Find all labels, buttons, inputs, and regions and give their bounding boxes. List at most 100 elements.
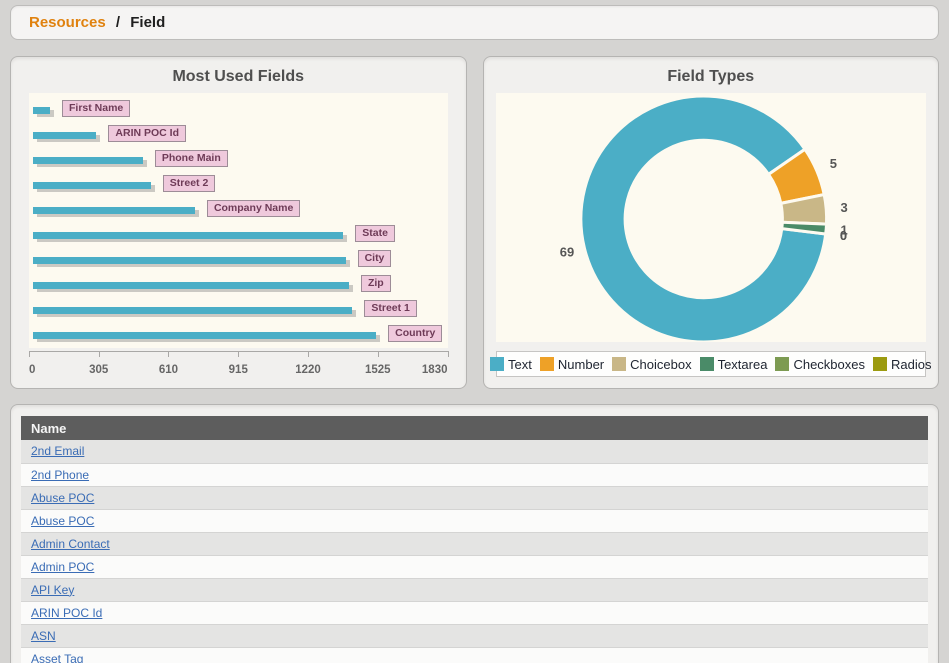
bar-label-zip: Zip	[360, 275, 391, 292]
table-cell-name: Abuse POC	[21, 486, 928, 510]
x-axis-tick	[307, 351, 309, 357]
bar-row: Street 2	[33, 173, 448, 198]
bar-row: Street 1	[33, 298, 448, 323]
table-cell-name: ASN	[21, 624, 928, 648]
bar-label-arin-poc-id: ARIN POC Id	[108, 125, 186, 142]
field-link-asset-tag[interactable]: Asset Tag	[31, 651, 84, 663]
table-cell-name: API Key	[21, 578, 928, 602]
x-axis-tick	[98, 351, 100, 357]
bar-phone-main	[33, 157, 143, 164]
field-link-admin-poc[interactable]: Admin POC	[31, 559, 95, 574]
x-axis-tick-label: 1525	[364, 364, 391, 376]
donut-slice-text	[578, 94, 827, 342]
table-row: Admin Contact	[21, 532, 928, 556]
bar-row: Country	[33, 323, 448, 348]
table-row: Admin POC	[21, 555, 928, 579]
x-axis-tick-label: 0	[29, 364, 36, 376]
bar-label-state: State	[355, 225, 395, 242]
legend-label: Radios	[891, 356, 932, 372]
bar-row: ARIN POC Id	[33, 123, 448, 148]
legend-swatch-icon	[699, 357, 714, 371]
legend-item-number: Number	[539, 356, 605, 372]
field-link-api-key[interactable]: API Key	[31, 582, 75, 597]
donut-value-label-choicebox: 3	[840, 200, 847, 215]
table-row: 2nd Phone	[21, 463, 928, 487]
bar-street-1	[33, 307, 353, 314]
x-axis-tick	[168, 351, 170, 357]
table-row: Abuse POC	[21, 509, 928, 533]
field-link-abuse-poc[interactable]: Abuse POC	[31, 513, 95, 528]
table-row: Asset Tag	[21, 647, 928, 663]
bar-company-name	[33, 207, 195, 214]
bar-row: Phone Main	[33, 148, 448, 173]
bar-zip	[33, 282, 349, 289]
breadcrumb-link-resources[interactable]: Resources	[29, 14, 106, 31]
bar-row: City	[33, 248, 448, 273]
legend-swatch-icon	[612, 357, 627, 371]
legend-swatch-icon	[490, 357, 505, 371]
x-axis-tick-label: 1830	[421, 364, 448, 376]
donut-slice-textarea	[779, 220, 828, 236]
x-axis-tick	[238, 351, 240, 357]
legend-item-radios: Radios	[873, 357, 931, 372]
x-axis-tick	[377, 351, 379, 357]
x-axis-tick-label: 1220	[295, 364, 321, 376]
field-link-2nd-email[interactable]: 2nd Email	[31, 444, 85, 459]
legend-item-choicebox: Choicebox	[612, 356, 692, 372]
donut-value-label-textarea: 1	[840, 223, 847, 238]
bar-label-company-name: Company Name	[206, 200, 301, 217]
bar-arin-poc-id	[33, 132, 97, 139]
table-header-row: Name	[21, 416, 928, 440]
x-axis-tick	[447, 351, 449, 357]
table-cell-name: Asset Tag	[21, 647, 928, 663]
table-cell-name: Admin Contact	[21, 532, 928, 556]
bar-first-name	[33, 107, 50, 114]
field-link-2nd-phone[interactable]: 2nd Phone	[31, 467, 90, 482]
legend-label: Checkboxes	[793, 356, 865, 372]
bar-label-phone-main: Phone Main	[154, 150, 228, 167]
bar-country	[33, 332, 377, 339]
legend-item-textarea: Textarea	[699, 356, 768, 372]
table-row: API Key	[21, 578, 928, 602]
table-cell-name: Admin POC	[21, 555, 928, 579]
bar-row: Zip	[33, 273, 448, 298]
field-link-abuse-poc[interactable]: Abuse POC	[31, 490, 95, 505]
table-row: 2nd Email	[21, 440, 928, 464]
breadcrumb-separator: /	[115, 14, 121, 31]
breadcrumb: Resources / Field	[10, 5, 939, 40]
field-link-asn[interactable]: ASN	[31, 628, 56, 643]
bar-chart-plot: First Name ARIN POC Id Phone Main Street 2 C…	[29, 93, 448, 348]
donut-chart-title: Field Types	[667, 68, 755, 85]
legend-label: Choicebox	[630, 356, 692, 372]
charts-row: Most Used Fields First Name ARIN POC Id Ph…	[10, 56, 939, 389]
table-row: ARIN POC Id	[21, 601, 928, 625]
donut-chart-plot: 69 5 3 1 0 0	[495, 93, 926, 342]
most-used-fields-panel: Most Used Fields First Name ARIN POC Id Ph…	[10, 56, 467, 389]
bar-state	[33, 232, 344, 239]
bar-row: Company Name	[33, 198, 448, 223]
bar-street-2	[33, 182, 151, 189]
legend-item-text: Text	[490, 357, 532, 372]
fields-table-panel: Name 2nd Email 2nd Phone Abuse POC Abuse PO…	[10, 404, 939, 663]
field-types-panel: Field Types 69 5 3 1 0 0 Text Number Choicebox T…	[482, 56, 939, 389]
field-link-arin-poc-id[interactable]: ARIN POC Id	[31, 605, 103, 620]
table-cell-name: 2nd Phone	[21, 463, 928, 487]
donut-value-label-number: 5	[829, 156, 836, 171]
table-row: ASN	[21, 624, 928, 648]
breadcrumb-current-page: Field	[130, 14, 166, 31]
table-cell-name: 2nd Email	[21, 440, 928, 464]
donut-value-label-radios: 0	[839, 228, 846, 243]
bar-label-country: Country	[388, 325, 443, 342]
bar-chart-title: Most Used Fields	[172, 68, 305, 85]
legend-swatch-icon	[873, 357, 887, 371]
column-header-name: Name	[21, 416, 928, 440]
legend-swatch-icon	[539, 357, 554, 371]
bar-row: First Name	[33, 98, 448, 123]
bar-label-first-name: First Name	[61, 100, 131, 117]
bar-row: State	[33, 223, 448, 248]
legend-label: Textarea	[717, 356, 768, 372]
field-link-admin-contact[interactable]: Admin Contact	[31, 536, 110, 551]
legend-label: Number	[557, 356, 605, 372]
table-row: Abuse POC	[21, 486, 928, 510]
table-cell-name: Abuse POC	[21, 509, 928, 533]
